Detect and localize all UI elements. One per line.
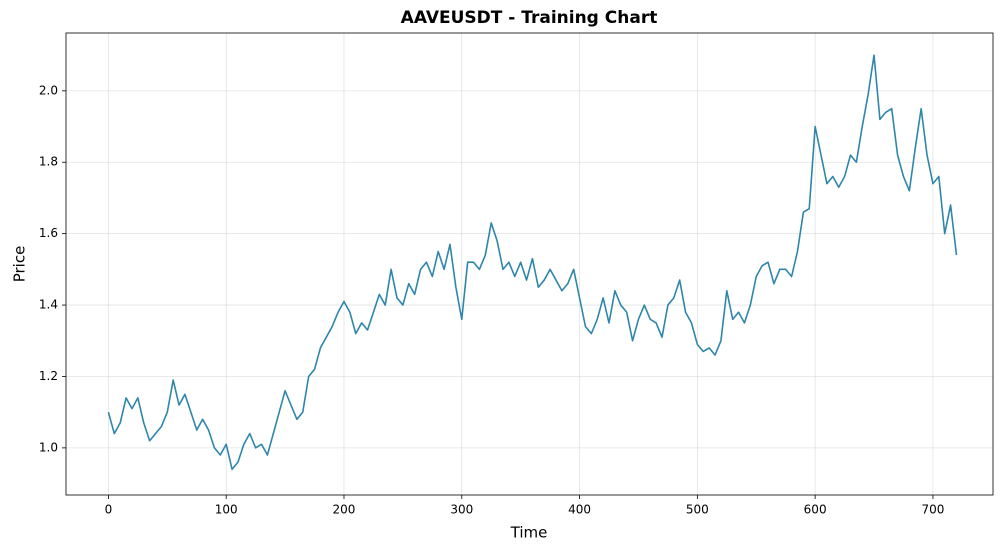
y-tick-label: 1.0: [39, 440, 58, 454]
x-tick-label: 0: [105, 503, 113, 517]
x-axis-label: Time: [510, 524, 548, 542]
x-tick-label: 200: [333, 503, 356, 517]
plot-frame: [65, 32, 994, 496]
y-tick-label: 2.0: [39, 83, 58, 97]
chart-title: AAVEUSDT - Training Chart: [401, 8, 658, 28]
x-tick-label: 400: [568, 503, 591, 517]
y-tick-label: 1.4: [39, 298, 58, 312]
price-line: [107, 54, 958, 471]
y-tick-label: 1.8: [39, 155, 58, 169]
x-tick-label: 700: [921, 503, 944, 517]
x-tick-label: 300: [450, 503, 473, 517]
x-tick-label: 500: [686, 503, 709, 517]
x-tick-label: 600: [804, 503, 827, 517]
y-axis-label: Price: [11, 246, 29, 283]
x-tick-label: 100: [215, 503, 238, 517]
y-tick-label: 1.2: [39, 369, 58, 383]
y-tick-label: 1.6: [39, 226, 58, 240]
